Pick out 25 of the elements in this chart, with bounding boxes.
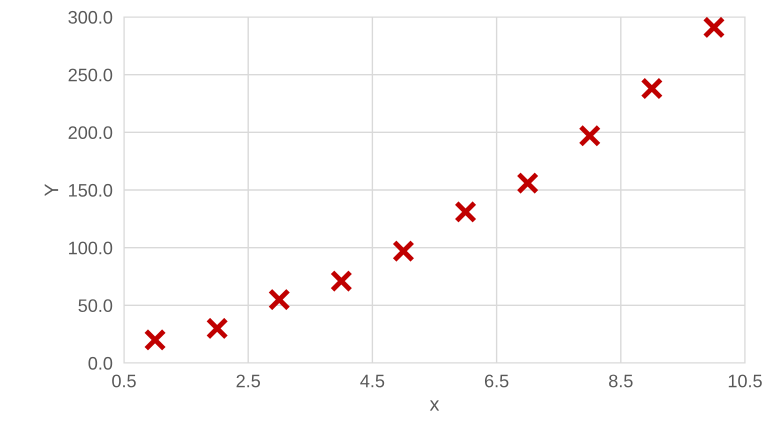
point <box>206 317 228 340</box>
point <box>578 124 601 148</box>
y-tick-label: 150.0 <box>69 184 112 197</box>
y-tick-label: 0.0 <box>88 356 112 370</box>
point <box>330 270 353 292</box>
x-tick-label: 4.5 <box>360 374 384 388</box>
y-tick-label: 250.0 <box>68 68 112 82</box>
point <box>516 172 539 194</box>
y-tick-label: 100.0 <box>69 242 112 254</box>
point <box>640 77 664 100</box>
x-tick-label: 0.5 <box>112 374 136 388</box>
y-tick-label: 300.0 <box>68 10 112 24</box>
x-axis-title: x <box>430 400 440 411</box>
point <box>702 16 726 39</box>
x-tick-label: 10.5 <box>728 374 762 388</box>
point <box>268 288 290 311</box>
y-axis-title: Y <box>44 184 58 196</box>
point <box>144 328 166 352</box>
x-tick-label: 8.5 <box>609 374 633 388</box>
x-tick-label: 2.5 <box>236 374 260 388</box>
point <box>454 200 477 224</box>
point <box>392 240 415 262</box>
x-tick-label: 6.5 <box>484 374 508 388</box>
y-tick-label: 50.0 <box>78 299 112 312</box>
y-tick-label: 200.0 <box>68 126 112 140</box>
